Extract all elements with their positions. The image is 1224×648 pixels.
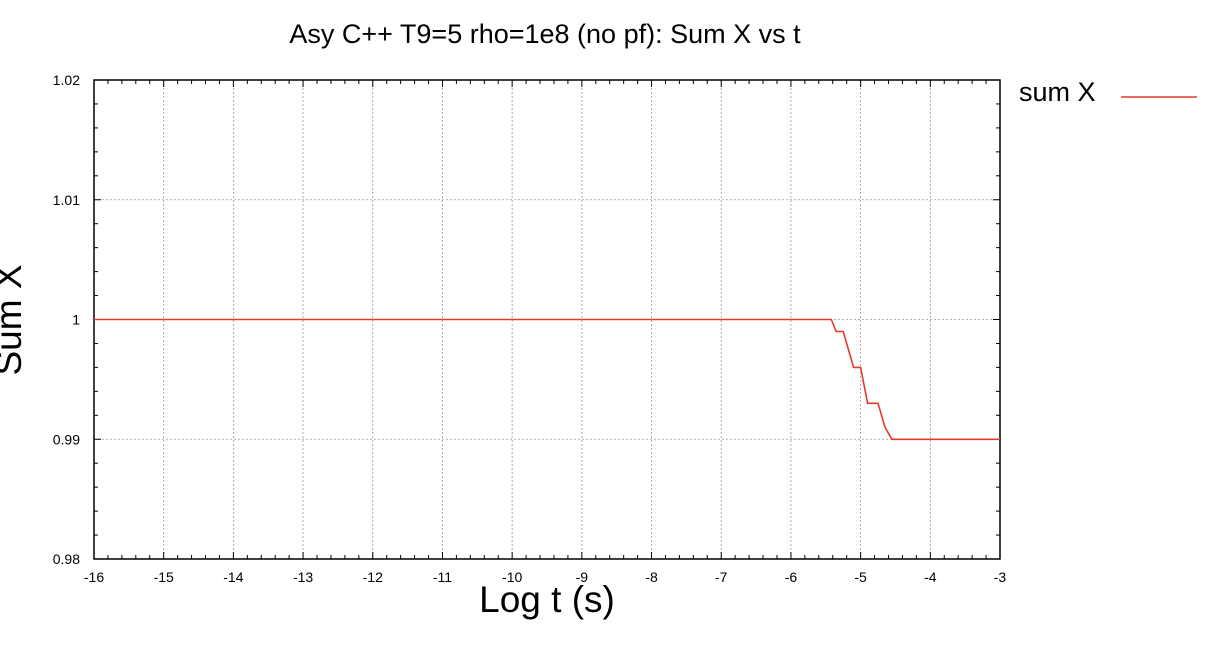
x-tick-label: -7: [715, 569, 728, 585]
x-tick-label: -8: [645, 569, 658, 585]
x-tick-label: -16: [84, 569, 104, 585]
legend: sum X: [1019, 77, 1197, 107]
x-tick-label: -13: [293, 569, 313, 585]
series-layer: [94, 318, 1000, 441]
x-tick-label: -4: [924, 569, 937, 585]
x-tick-label: -11: [433, 569, 452, 585]
x-axis-label: Log t (s): [479, 579, 615, 620]
tick-labels: -16 -15 -14 -13 -12 -11 -10 -9 -8 -7 -6 -5 -4 -3 0.98 0…: [53, 72, 1007, 585]
x-tick-label: -12: [363, 569, 383, 585]
x-tick-label: -6: [785, 569, 798, 585]
x-tick-label: -3: [994, 569, 1007, 585]
series-line-0: [94, 318, 1000, 441]
x-tick-label: -15: [154, 569, 174, 585]
x-tick-label: -5: [854, 569, 867, 585]
y-axis-label: Sum X: [0, 264, 29, 375]
y-tick-label: 1.01: [53, 192, 80, 208]
y-tick-label: 0.99: [53, 431, 80, 447]
y-tick-label: 0.98: [53, 551, 80, 567]
x-tick-label: -14: [223, 569, 243, 585]
x-tick-label: -10: [502, 569, 522, 585]
legend-label: sum X: [1019, 77, 1096, 107]
y-tick-label: 1: [72, 312, 80, 328]
y-tick-label: 1.02: [53, 72, 80, 88]
chart-title: Asy C++ T9=5 rho=1e8 (no pf): Sum X vs t: [289, 19, 801, 49]
x-tick-label: -9: [576, 569, 589, 585]
